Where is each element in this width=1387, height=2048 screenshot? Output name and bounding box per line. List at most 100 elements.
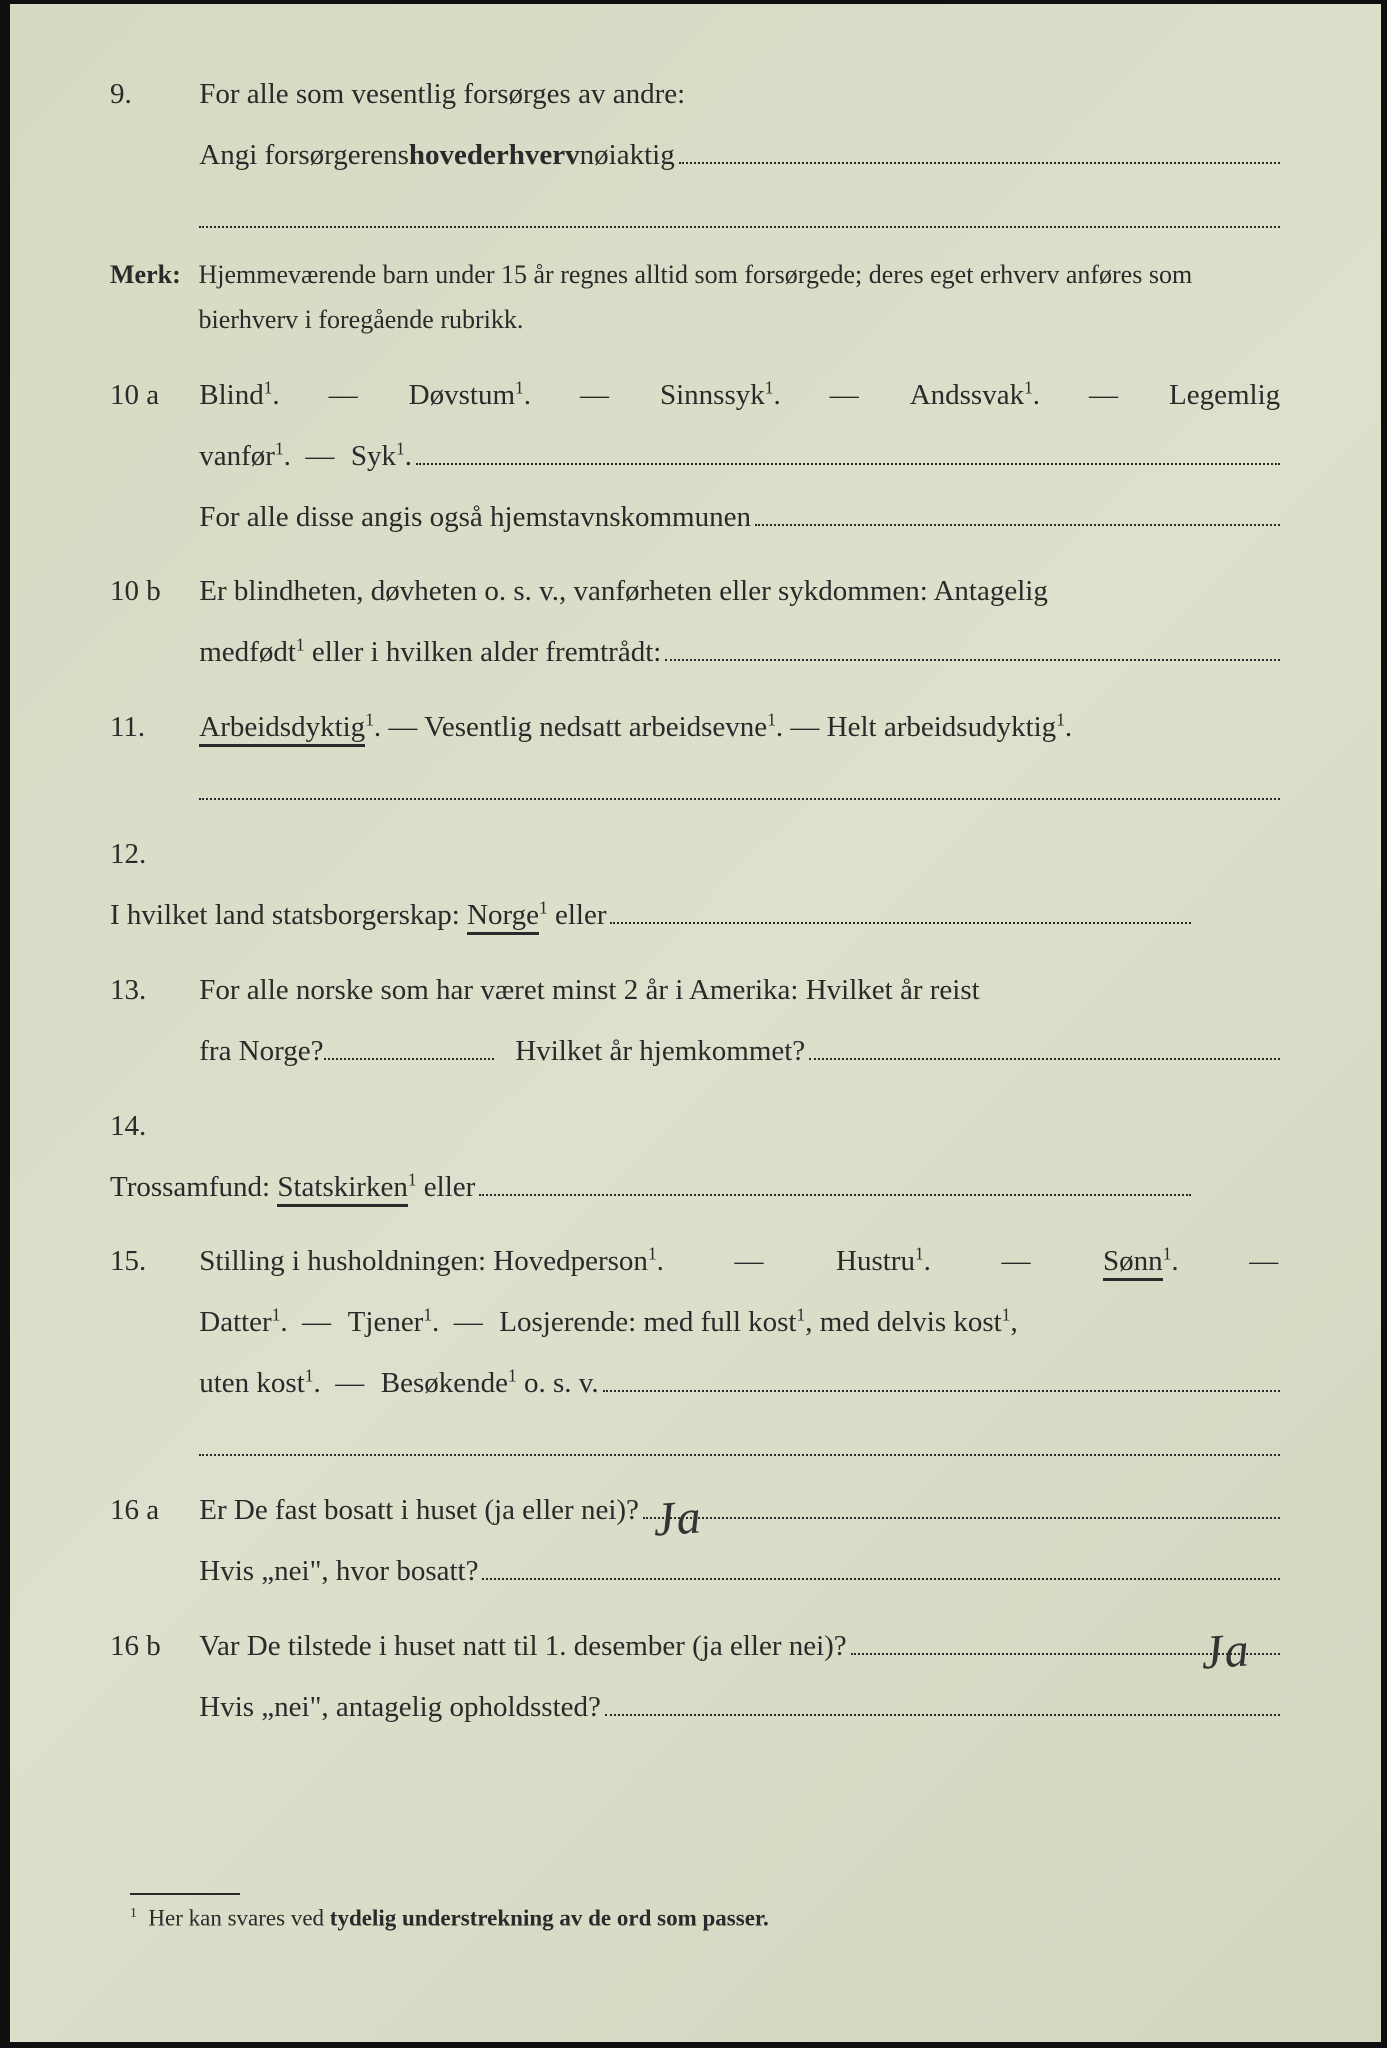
q10b-line1: Er blindheten, døvheten o. s. v., vanfør… — [199, 575, 1048, 607]
merk-text: Hjemmeværende barn under 15 år regnes al… — [199, 252, 1280, 343]
q15-e: Tjener — [348, 1306, 424, 1338]
q11-body: Arbeidsdyktig1. — Vesentlig nedsatt arbe… — [199, 697, 1280, 800]
dash: — — [830, 365, 861, 426]
fill-line[interactable] — [603, 1362, 1281, 1392]
fill-line[interactable] — [755, 495, 1280, 525]
q10a-opt3: Sinnssyk — [660, 379, 765, 411]
q13-body: For alle norske som har været minst 2 år… — [199, 960, 1280, 1082]
fill-line[interactable] — [199, 758, 1280, 800]
q15-b: Hustru — [836, 1245, 915, 1277]
q10a-opt5: Legemlig — [1169, 365, 1280, 426]
q10b-number: 10 b — [110, 561, 192, 622]
q12-number: 12. — [110, 824, 192, 885]
q10a-vanfor: vanfør — [199, 440, 275, 472]
footnote-marker: 1 — [130, 1905, 137, 1920]
q15-number: 15. — [110, 1231, 192, 1292]
dash: — — [1001, 1231, 1032, 1292]
dash: — — [580, 365, 611, 426]
q9-line2c: nøiaktig — [580, 125, 675, 186]
fill-line[interactable] — [809, 1029, 1280, 1059]
dash: — — [302, 1306, 333, 1338]
question-11: 11. Arbeidsdyktig1. — Vesentlig nedsatt … — [110, 697, 1281, 800]
fill-line[interactable] — [416, 434, 1280, 464]
question-10a: 10 a Blind1. — Døvstum1. — Sinnssyk1. — … — [110, 365, 1281, 548]
fill-line[interactable] — [610, 894, 1191, 924]
q14-body: Trossamfund: Statskirken1 eller — [110, 1157, 1191, 1218]
q16a-body: Er De fast bosatt i huset (ja eller nei)… — [199, 1480, 1280, 1602]
question-13: 13. For alle norske som har været minst … — [110, 960, 1281, 1082]
q12-b: eller — [548, 899, 607, 931]
q10a-body: Blind1. — Døvstum1. — Sinnssyk1. — Andss… — [199, 365, 1280, 548]
q15-g: , med delvis kost — [805, 1306, 1002, 1338]
q16b-number: 16 b — [110, 1616, 192, 1677]
fill-line[interactable] — [605, 1685, 1280, 1715]
q16a-line2: Hvis „nei", hvor bosatt? — [199, 1541, 478, 1602]
q9-line2b: hovederhverv — [409, 125, 580, 186]
q10a-opt2: Døvstum — [409, 379, 515, 411]
q16a-number: 16 a — [110, 1480, 192, 1541]
question-12: 12. I hvilket land statsborgerskap: Norg… — [110, 824, 1281, 946]
fill-line[interactable] — [199, 1414, 1280, 1456]
q13-number: 13. — [110, 960, 192, 1021]
q14-number: 14. — [110, 1096, 192, 1157]
q16b-q: Var De tilstede i huset natt til 1. dese… — [199, 1616, 846, 1677]
dash: — — [335, 1367, 366, 1399]
footnote-text: Her kan svares ved tydelig understreknin… — [148, 1906, 768, 1931]
fill-line[interactable] — [479, 1165, 1191, 1195]
dash: — — [454, 1306, 485, 1338]
q9-body: For alle som vesentlig forsørges av andr… — [199, 64, 1280, 228]
q16b-body: Var De tilstede i huset natt til 1. dese… — [199, 1616, 1280, 1738]
q15-j: o. s. v. — [517, 1367, 599, 1399]
q10b-line2b: eller i hvilken alder fremtrådt: — [305, 636, 662, 668]
q12-a: I hvilket land statsborgerskap: — [110, 885, 460, 946]
q10b-medfodt: medfødt — [199, 636, 296, 668]
dash: — — [1249, 1231, 1280, 1292]
q11-end: — Helt arbeidsudyktig — [783, 711, 1056, 743]
dash: — — [305, 440, 336, 472]
q16b-line2: Hvis „nei", antagelig opholdssted? — [199, 1677, 601, 1738]
footnote-rule — [130, 1893, 240, 1895]
question-10b: 10 b Er blindheten, døvheten o. s. v., v… — [110, 561, 1281, 683]
q16b-answer-handwritten: Ja — [1198, 1601, 1254, 1705]
fill-line[interactable] — [482, 1550, 1280, 1580]
q11-opt1: Arbeidsdyktig — [199, 711, 365, 743]
q16a-q: Er De fast bosatt i huset (ja eller nei)… — [199, 1480, 639, 1541]
q12-norge-underlined: Norge — [467, 899, 539, 935]
q16a-answer-handwritten: Ja — [650, 1467, 706, 1571]
dash: — — [1089, 365, 1120, 426]
q10a-opt1: Blind — [199, 379, 263, 411]
q14-stat-underlined: Statskirken — [277, 1171, 408, 1207]
q13-line2b: Hvilket år hjemkommet? — [515, 1021, 805, 1082]
fill-line[interactable] — [199, 186, 1280, 228]
merk-label: Merk: — [110, 252, 192, 298]
census-form-page: 9. For alle som vesentlig forsørges av a… — [0, 0, 1387, 2048]
q14-a: Trossamfund: — [110, 1157, 270, 1218]
q13-line1: For alle norske som har været minst 2 år… — [199, 974, 979, 1006]
question-16a: 16 a Er De fast bosatt i huset (ja eller… — [110, 1480, 1281, 1602]
q12-body: I hvilket land statsborgerskap: Norge1 e… — [110, 885, 1191, 946]
q15-body: Stilling i husholdningen: Hovedperson1. … — [199, 1231, 1280, 1456]
dash: — — [329, 365, 360, 426]
q15-a: Stilling i husholdningen: Hovedperson — [199, 1245, 648, 1277]
q12-norge: Norge — [467, 899, 539, 931]
q15-f: Losjerende: med full kost — [499, 1306, 796, 1338]
fill-line[interactable]: Ja — [643, 1489, 1280, 1519]
q15-i: Besøkende — [381, 1367, 508, 1399]
fill-line[interactable] — [665, 631, 1280, 661]
question-16b: 16 b Var De tilstede i huset natt til 1.… — [110, 1616, 1281, 1738]
question-15: 15. Stilling i husholdningen: Hovedperso… — [110, 1231, 1281, 1456]
question-9: 9. For alle som vesentlig forsørges av a… — [110, 64, 1281, 228]
fill-line[interactable]: Ja — [851, 1624, 1281, 1654]
q10a-number: 10 a — [110, 365, 192, 426]
q9-line2a: Angi forsørgerens — [199, 125, 409, 186]
q10a-syk: Syk — [351, 440, 396, 472]
q15-c: Sønn — [1103, 1245, 1163, 1277]
q10a-line3: For alle disse angis også hjemstavnskomm… — [199, 487, 751, 548]
note-merk: Merk: Hjemmeværende barn under 15 år reg… — [110, 252, 1281, 343]
q14-stat: Statskirken — [277, 1171, 408, 1203]
q14-b: eller — [417, 1171, 476, 1203]
fill-line[interactable] — [324, 1028, 494, 1060]
q15-sonn-underlined: Sønn — [1103, 1245, 1163, 1281]
q11-mid: — Vesentlig nedsatt arbeidsevne — [381, 711, 767, 743]
fill-line[interactable] — [679, 133, 1281, 163]
